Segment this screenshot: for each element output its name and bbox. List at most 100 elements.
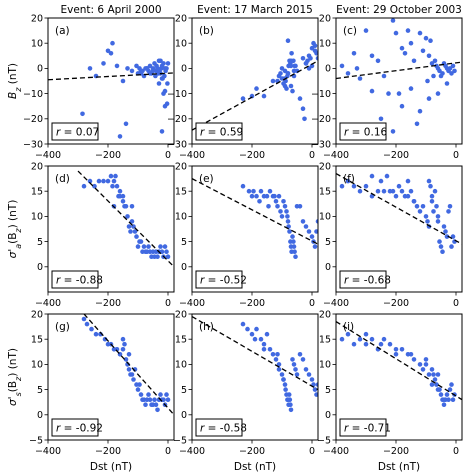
data-point (446, 209, 451, 214)
data-point (110, 40, 115, 46)
correlation-label: r = -0.68 (344, 275, 391, 287)
y-tick-label: 20 (175, 161, 187, 172)
data-point (125, 214, 130, 219)
data-point (134, 234, 139, 239)
data-point (444, 234, 450, 239)
data-point (161, 61, 166, 66)
data-point (278, 71, 283, 76)
y-tick-label: 20 (319, 161, 331, 172)
data-point (435, 91, 441, 96)
data-point (158, 392, 163, 397)
data-point (426, 372, 432, 377)
data-point (363, 28, 369, 33)
panel-c: Event: 29 October 2003 (c) r = 0.16 −400 −20… (311, 4, 463, 161)
data-point (363, 331, 369, 337)
data-point (428, 38, 433, 43)
data-point (315, 56, 318, 61)
column-title: Event: 29 October 2003 (336, 4, 462, 16)
data-point (288, 407, 294, 413)
data-point (420, 48, 426, 54)
correlation-box (339, 418, 387, 437)
y-tick-label: 20 (31, 309, 43, 320)
data-point (425, 219, 430, 224)
axes-frame (47, 313, 175, 441)
regression-line (77, 170, 174, 268)
data-point (393, 30, 399, 36)
x-tick-label: −200 (383, 446, 409, 457)
data-point (408, 86, 414, 91)
y-tick-label: −10 (23, 89, 43, 100)
y-tick-label: 0 (37, 410, 43, 421)
x-tick-label: 0 (453, 150, 459, 161)
data-point (429, 193, 435, 199)
y-tick-label: 10 (31, 360, 43, 371)
y-tick-label: −20 (23, 114, 43, 125)
data-point (81, 316, 87, 322)
correlation-label: r = -0.71 (344, 423, 391, 435)
data-point (345, 331, 351, 337)
data-point (426, 178, 432, 184)
data-point (164, 392, 169, 397)
y-tick-label: 15 (31, 335, 43, 346)
data-point (396, 91, 402, 96)
x-tick-label: −200 (383, 298, 409, 309)
y-tick-label: 20 (31, 161, 43, 172)
x-tick-label: 0 (165, 298, 171, 309)
data-point (393, 352, 399, 357)
y-tick-label: 5 (37, 385, 43, 396)
data-point (152, 397, 157, 403)
data-point (449, 244, 454, 249)
y-tick-label: 0 (37, 64, 43, 75)
data-point (273, 199, 279, 204)
x-tick-label: −200 (239, 446, 265, 457)
data-point (393, 347, 399, 352)
x-tick-label: −400 (179, 150, 205, 161)
axes-frame (335, 165, 463, 293)
data-point (357, 336, 363, 342)
data-point (290, 234, 295, 239)
data-point (309, 377, 315, 382)
data-point (272, 193, 277, 199)
data-point (258, 188, 264, 194)
data-point (125, 66, 130, 71)
data-point (288, 402, 293, 408)
y-tick-label: 0 (37, 262, 43, 273)
data-point (282, 382, 288, 387)
data-point (441, 402, 447, 408)
data-point (285, 219, 291, 224)
data-point (281, 377, 286, 382)
data-point (258, 336, 264, 342)
data-point (449, 382, 454, 387)
data-point (399, 188, 405, 194)
data-point (339, 63, 345, 69)
data-point (405, 28, 411, 33)
data-point (420, 367, 426, 372)
data-point (440, 71, 445, 76)
panel-a: Event: 6 April 2000(a)r = 0.07−400 −200 0−… (23, 4, 175, 161)
y-tick-label: 0 (181, 64, 187, 75)
data-point (129, 219, 135, 224)
data-point (315, 382, 318, 387)
data-point (165, 254, 171, 259)
data-point (423, 362, 429, 367)
data-point (411, 357, 417, 362)
data-point (155, 254, 160, 259)
y-tick-label: 15 (175, 187, 187, 198)
data-point (120, 336, 126, 342)
data-point (122, 341, 127, 347)
data-point (312, 387, 318, 392)
data-point (137, 382, 142, 387)
data-point (435, 387, 441, 392)
data-point (434, 382, 439, 387)
data-point (300, 357, 306, 362)
data-point (452, 239, 457, 244)
data-point (249, 331, 255, 337)
data-point (291, 362, 297, 367)
regression-line (336, 172, 462, 245)
regression-line (83, 314, 174, 416)
x-tick-label: 0 (309, 150, 315, 161)
data-point (246, 188, 252, 194)
y-tick-label: 5 (325, 385, 331, 396)
x-tick-label: −400 (323, 150, 349, 161)
data-point (279, 214, 285, 219)
